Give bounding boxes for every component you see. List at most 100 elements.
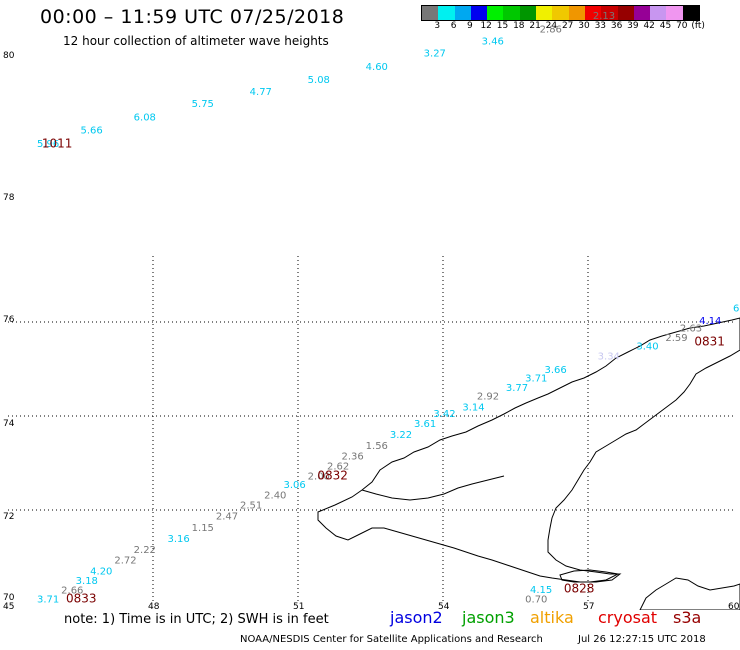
wave-height-value: 2.00	[308, 471, 330, 482]
color-swatch	[552, 6, 569, 20]
legend-item: altika	[530, 608, 574, 627]
longitude-label: 57	[583, 602, 594, 610]
wave-height-value: 2.86	[540, 24, 562, 35]
wave-height-value: 2.13	[593, 11, 615, 22]
wave-height-value: 3.40	[636, 341, 658, 352]
wave-height-value: 2.63	[680, 323, 702, 334]
wave-height-value: 5.75	[192, 99, 214, 110]
color-scale-label: 9	[467, 21, 473, 31]
color-swatch	[536, 6, 553, 20]
wave-height-value: 2.92	[477, 392, 499, 403]
wave-height-value: 3.22	[390, 430, 412, 441]
wave-height-value: 3.06	[284, 480, 306, 491]
coastline	[317, 317, 740, 610]
coastline-strait	[361, 475, 505, 501]
color-scale-label: 36	[610, 21, 623, 31]
generated-timestamp: Jul 26 12:27:15 UTC 2018	[578, 634, 706, 645]
wave-height-value: 5.08	[308, 75, 330, 86]
color-scale-label: (ft)	[691, 21, 705, 31]
wave-height-value: 6.08	[134, 112, 156, 123]
wave-height-value: 3.71	[37, 595, 59, 606]
color-swatch	[503, 6, 520, 20]
coastline-mainland	[639, 577, 740, 610]
longitude-label: 45	[3, 602, 14, 610]
wave-height-value: 3.66	[545, 365, 567, 376]
wave-height-value: 0.70	[525, 595, 547, 606]
color-scale-label: 30	[578, 21, 590, 31]
legend-item: jason3	[462, 608, 515, 627]
pass-time-label: 0828	[564, 582, 595, 596]
pass-time-label: 0833	[66, 592, 97, 606]
wave-height-value: 3.71	[525, 374, 547, 385]
wave-height-value: 2.22	[134, 545, 156, 556]
latitude-label: 74	[3, 419, 15, 429]
wave-height-value: 4.14	[699, 316, 721, 327]
latitude-label: 80	[3, 51, 15, 61]
color-scale-label: 27	[561, 21, 574, 31]
wave-height-value: 4.77	[250, 87, 272, 98]
wave-height-value: 2.62	[327, 462, 349, 473]
latitude-label: 70	[3, 593, 15, 603]
map-title: 00:00 – 11:59 UTC 07/25/2018	[40, 6, 345, 28]
footnote: note: 1) Time is in UTC; 2) SWH is in fe…	[64, 612, 329, 627]
wave-height-value: 2.51	[240, 501, 262, 512]
pass-time-label: 0832	[317, 468, 348, 482]
color-scale-labels: 3 6 9 12 15 18 21 24 27 30 33 36 39 42 45 70 (ft)	[421, 21, 740, 33]
color-scale-label: 6	[450, 21, 457, 31]
color-swatch	[617, 6, 634, 20]
color-scale-label: 42	[643, 21, 655, 31]
map-subtitle: 12 hour collection of altimeter wave hei…	[63, 34, 329, 48]
color-swatch	[666, 6, 683, 20]
wave-height-value: 3.14	[462, 402, 484, 413]
wave-height-value: 1.56	[366, 441, 388, 452]
color-swatch	[519, 6, 537, 20]
color-scale-label: 15	[496, 21, 509, 31]
wave-height-value: 2.66	[61, 586, 83, 597]
color-swatch	[682, 6, 700, 20]
wave-height-value: 4.20	[90, 566, 112, 577]
wave-height-value: 3.16	[168, 534, 190, 545]
latitude-label: 76	[3, 315, 15, 325]
color-swatch	[650, 6, 667, 20]
coastline-vaygach	[559, 569, 620, 583]
color-swatch	[568, 6, 585, 20]
color-swatch	[454, 6, 471, 20]
color-scale-bar	[421, 5, 701, 21]
color-swatch	[438, 6, 455, 20]
color-scale-label: 18	[513, 21, 525, 31]
wave-height-value: 2.47	[216, 511, 238, 522]
wave-height-value: 3.77	[506, 383, 528, 394]
coastline-south-island	[317, 317, 740, 583]
color-scale-label: 45	[659, 21, 672, 31]
wave-height-value: 3.18	[76, 576, 98, 587]
color-scale-label: 21	[529, 21, 541, 31]
wave-height-value: 2.72	[114, 556, 136, 567]
color-swatch	[422, 6, 439, 20]
credit-line: NOAA/NESDIS Center for Satellite Applica…	[240, 634, 543, 645]
color-scale-label: 24	[545, 21, 558, 31]
wave-height-value: 5.66	[81, 125, 103, 136]
legend-item: cryosat	[598, 608, 658, 627]
wave-height-value: 4.60	[366, 62, 388, 73]
wave-height-value: 3.34	[598, 352, 620, 363]
longitude-label: 51	[293, 602, 304, 610]
wave-height-value: 3.42	[433, 409, 455, 420]
legend-item: s3a	[673, 608, 702, 627]
color-swatch	[601, 6, 618, 20]
color-scale-label: 33	[594, 21, 607, 31]
longitude-label: 54	[438, 602, 450, 610]
wave-height-value: 6.46	[733, 304, 740, 315]
color-scale-label: 12	[480, 21, 492, 31]
wave-height-value: 3.46	[482, 37, 504, 48]
color-swatch	[584, 6, 602, 20]
longitude-label: 48	[148, 602, 160, 610]
color-scale-label: 3	[434, 21, 441, 31]
latitude-label: 72	[3, 512, 14, 522]
wave-height-value: 3.61	[414, 419, 436, 430]
map-gridlines	[8, 256, 733, 604]
wave-height-value: 2.36	[342, 452, 364, 463]
latitude-label: 78	[3, 193, 15, 203]
color-swatch	[487, 6, 504, 20]
color-scale-label: 70	[676, 21, 688, 31]
wave-height-value: 3.27	[424, 49, 446, 60]
